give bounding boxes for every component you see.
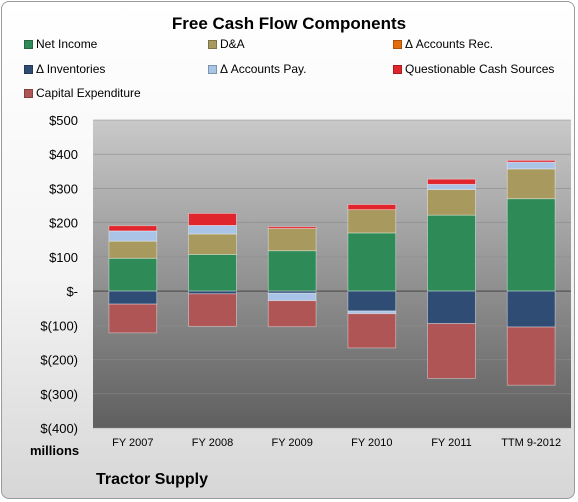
y-tick-label: $(400) (40, 421, 78, 436)
legend-swatch-da (208, 39, 217, 49)
bar-inventories-fy-2007 (108, 290, 158, 305)
bar-accounts-pay-fy-2008 (188, 225, 237, 235)
y-tick-label: $500 (49, 113, 78, 128)
x-tick-label: FY 2011 (431, 437, 472, 449)
bar-net-income-fy-2008 (188, 254, 237, 292)
bar-questionable-cash-sources-fy-2007 (108, 225, 158, 232)
legend-swatch-questionable-cash (393, 64, 402, 74)
plot-background (93, 120, 571, 428)
legend-swatch-inventories (24, 64, 33, 74)
bar-questionable-cash-sources-ttm-9-2012 (506, 159, 556, 163)
bar-capital-expenditure-fy-2009 (267, 300, 317, 328)
legend-swatch-accounts-pay (208, 64, 217, 74)
bar-accounts-pay-fy-2009 (267, 292, 317, 302)
bar-accounts-pay-ttm-9-2012 (506, 161, 556, 170)
x-tick-label: FY 2007 (112, 437, 153, 449)
x-tick-label: FY 2009 (271, 437, 312, 449)
y-tick-label: $- (66, 284, 78, 299)
bar-accounts-pay-fy-2007 (108, 230, 158, 242)
bar-d-a-fy-2010 (347, 209, 397, 234)
legend-label-accounts-rec: Δ Accounts Rec. (405, 37, 494, 51)
legend-label-da: D&A (220, 37, 245, 51)
bar-inventories-ttm-9-2012 (506, 290, 556, 328)
legend-label-net-income: Net Income (36, 37, 98, 51)
legend-item-da: D&A (208, 37, 245, 51)
bar-net-income-fy-2009 (267, 250, 317, 292)
bar-capital-expenditure-fy-2007 (108, 303, 158, 334)
bar-net-income-ttm-9-2012 (506, 198, 556, 292)
legend-item-net-income: Net Income (24, 37, 97, 51)
bar-accounts-pay-fy-2011 (427, 183, 476, 190)
y-tick-label: $400 (49, 147, 78, 162)
bar-inventories-fy-2010 (347, 290, 397, 312)
legend-item-questionable-cash: Questionable Cash Sources (393, 62, 554, 76)
bar-questionable-cash-sources-fy-2010 (347, 204, 397, 211)
gridlines (93, 119, 571, 429)
bar-questionable-cash-sources-fy-2011 (427, 178, 476, 185)
legend-swatch-net-income (24, 39, 33, 49)
bar-net-income-fy-2011 (427, 214, 476, 292)
bar-accounts-pay-fy-2010 (347, 310, 397, 315)
legend-item-inventories: Δ Inventories (24, 62, 105, 76)
bars (108, 159, 556, 386)
legend-label-questionable-cash: Questionable Cash Sources (405, 62, 555, 76)
legend-item-capital-expenditure: Capital Expenditure (24, 86, 141, 100)
bar-d-a-ttm-9-2012 (506, 168, 556, 200)
bar-d-a-fy-2011 (427, 189, 476, 216)
bar-inventories-fy-2008 (188, 290, 237, 295)
legend-swatch-capital-expenditure (24, 88, 33, 98)
x-tick-label: FY 2008 (192, 437, 233, 449)
legend-swatch-accounts-rec (393, 39, 402, 49)
bar-questionable-cash-sources-fy-2009 (267, 226, 317, 229)
y-tick-label: $(200) (40, 353, 78, 368)
legend-label-capital-expenditure: Capital Expenditure (36, 86, 141, 100)
legend-item-accounts-pay: Δ Accounts Pay. (208, 62, 307, 76)
bar-d-a-fy-2007 (108, 240, 158, 259)
y-axis-ticks: $500 $400 $300 $200 $100 $- $(100) $(200) $(300)… (40, 113, 78, 436)
y-tick-label: $300 (49, 181, 78, 196)
y-tick-label: $(300) (40, 387, 78, 402)
legend-label-inventories: Δ Inventories (36, 62, 106, 76)
legend-item-accounts-rec: Δ Accounts Rec. (393, 37, 493, 51)
bar-capital-expenditure-fy-2011 (427, 323, 476, 379)
bar-net-income-fy-2007 (108, 257, 158, 292)
y-tick-label: $(100) (40, 318, 78, 333)
bar-d-a-fy-2009 (267, 228, 317, 252)
bar-questionable-cash-sources-fy-2008 (188, 213, 237, 226)
legend-label-accounts-pay: Δ Accounts Pay. (220, 62, 307, 76)
bar-inventories-fy-2011 (427, 290, 476, 325)
unit-label: millions (30, 443, 80, 458)
bar-capital-expenditure-fy-2008 (188, 293, 237, 327)
y-tick-label: $200 (49, 216, 78, 231)
bar-capital-expenditure-fy-2010 (347, 313, 397, 349)
bar-capital-expenditure-ttm-9-2012 (506, 326, 556, 386)
x-tick-label: FY 2010 (351, 437, 392, 449)
bar-net-income-fy-2010 (347, 232, 397, 292)
bar-d-a-fy-2008 (188, 233, 237, 255)
company-label: Tractor Supply (96, 471, 209, 488)
x-axis-ticks: FY 2007 FY 2008 FY 2009 FY 2010 FY 2011 TTM 9… (112, 437, 561, 449)
chart-title: Free Cash Flow Components (171, 14, 407, 33)
x-tick-label: TTM 9-2012 (501, 437, 561, 449)
y-tick-label: $100 (49, 250, 78, 265)
